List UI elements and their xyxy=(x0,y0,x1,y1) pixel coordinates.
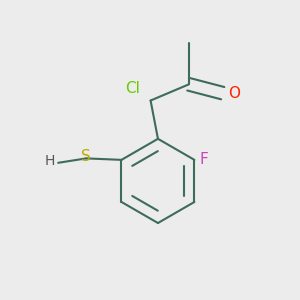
Text: F: F xyxy=(200,152,208,167)
Text: H: H xyxy=(44,154,55,168)
Text: Cl: Cl xyxy=(125,81,140,96)
Text: O: O xyxy=(228,86,240,101)
Text: S: S xyxy=(81,149,91,164)
